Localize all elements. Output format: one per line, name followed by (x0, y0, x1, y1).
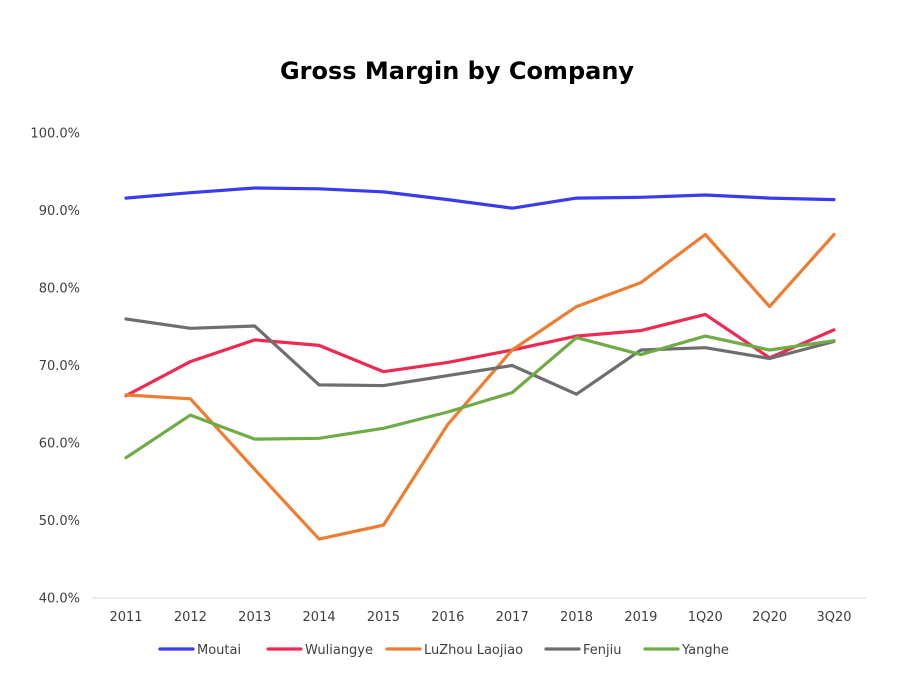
legend-label-luzhou-laojiao: LuZhou Laojiao (424, 643, 523, 658)
x-tick-label: 2011 (109, 610, 142, 625)
y-tick-label: 40.0% (39, 592, 80, 607)
series-line-luzhou-laojiao (124, 232, 836, 541)
y-tick-label: 50.0% (39, 514, 80, 529)
x-tick-label: 2016 (431, 610, 464, 625)
y-tick-label: 80.0% (39, 282, 80, 297)
legend-label-yanghe: Yanghe (681, 643, 729, 658)
x-tick-label: 2012 (174, 610, 207, 625)
x-tick-label: 2019 (624, 610, 657, 625)
x-tick-label: 1Q20 (688, 610, 723, 625)
series-line-fenjiu (124, 317, 836, 396)
series-line-moutai (124, 186, 836, 210)
y-tick-label: 60.0% (39, 437, 80, 452)
y-tick-label: 90.0% (39, 204, 80, 219)
legend-label-fenjiu: Fenjiu (583, 643, 621, 658)
series-line-wuliangye (124, 312, 836, 398)
legend-label-wuliangye: Wuliangye (305, 643, 373, 658)
y-tick-label: 100.0% (30, 127, 80, 142)
x-tick-label: 2017 (496, 610, 529, 625)
x-tick-label: 2018 (560, 610, 593, 625)
chart-title: Gross Margin by Company (279, 57, 635, 85)
y-tick-label: 70.0% (39, 359, 80, 374)
x-tick-label: 2015 (367, 610, 400, 625)
series-line-yanghe (124, 334, 836, 460)
x-tick-label: 2014 (303, 610, 336, 625)
x-tick-label: 3Q20 (816, 610, 851, 625)
x-tick-label: 2Q20 (752, 610, 787, 625)
x-tick-label: 2013 (238, 610, 271, 625)
legend-label-moutai: Moutai (197, 643, 241, 658)
